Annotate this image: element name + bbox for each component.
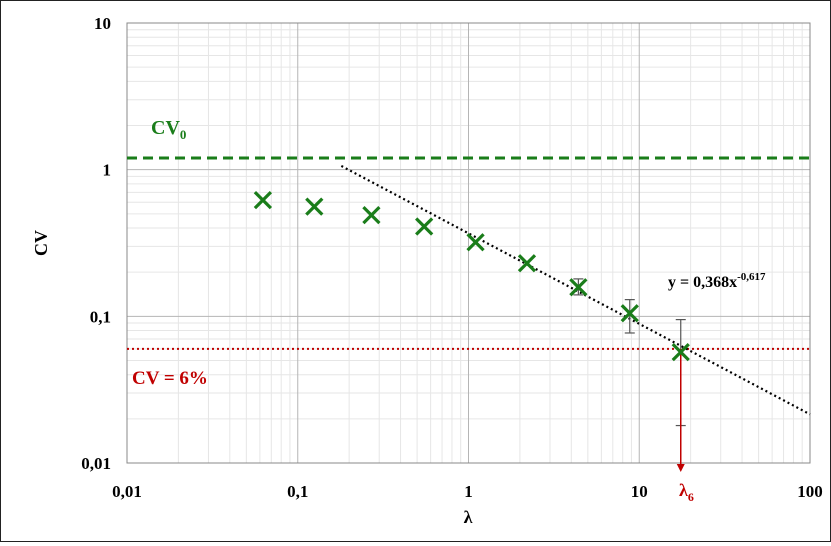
- reference-lines: [127, 156, 810, 350]
- x-axis-label: λ: [464, 507, 473, 527]
- data-points: [253, 190, 690, 362]
- marker-stroke: [415, 217, 434, 236]
- marker-stroke: [466, 233, 485, 252]
- x-tick-label: 0,1: [287, 482, 308, 501]
- lambda6-label-sub: 6: [688, 490, 694, 504]
- equation-prefix: y = 0,368x: [668, 274, 737, 291]
- y-axis-label: CV: [31, 230, 51, 256]
- data-point-marker: [671, 343, 690, 362]
- lambda6-label: λ6: [679, 480, 694, 504]
- lambda6-arrow-head: [676, 464, 685, 472]
- grid: [126, 22, 811, 464]
- y-tick-label: 1: [103, 161, 112, 180]
- y-tick-label: 0,01: [81, 454, 111, 473]
- data-point-marker: [517, 254, 537, 273]
- trendline-equation: y = 0,368x-0,617: [668, 271, 766, 291]
- x-tick-label: 1: [464, 482, 473, 501]
- y-tick-label: 0,1: [90, 307, 111, 326]
- data-point-marker: [620, 304, 639, 323]
- lambda6-label-main: λ: [679, 480, 688, 500]
- marker-stroke: [305, 197, 324, 216]
- marker-stroke: [517, 254, 537, 273]
- cv0-label-main: CV: [151, 117, 180, 139]
- marker-stroke: [569, 278, 588, 297]
- data-point-marker: [253, 190, 273, 210]
- marker-stroke: [253, 190, 273, 210]
- tick-labels: 0,01 0,1 1 10 100 0,01 0,1 1 10: [81, 14, 823, 501]
- y-tick-label: 10: [94, 14, 111, 33]
- marker-stroke: [620, 304, 639, 323]
- x-tick-label: 0,01: [112, 482, 142, 501]
- data-point-marker: [362, 205, 381, 225]
- data-point-marker: [569, 278, 588, 297]
- data-point-marker: [305, 197, 324, 216]
- data-point-marker: [466, 233, 485, 252]
- marker-stroke: [362, 205, 381, 225]
- data-point-marker: [415, 217, 434, 236]
- cv6-label: CV = 6%: [132, 368, 208, 389]
- cv0-label: CV0: [151, 117, 186, 142]
- x-tick-label: 100: [797, 482, 823, 501]
- x-tick-label: 10: [631, 482, 648, 501]
- equation-exponent: -0,617: [737, 271, 766, 283]
- plot-area-border: [126, 22, 811, 464]
- marker-stroke: [671, 343, 690, 362]
- cv0-label-sub: 0: [180, 127, 187, 142]
- error-bars: [573, 278, 686, 472]
